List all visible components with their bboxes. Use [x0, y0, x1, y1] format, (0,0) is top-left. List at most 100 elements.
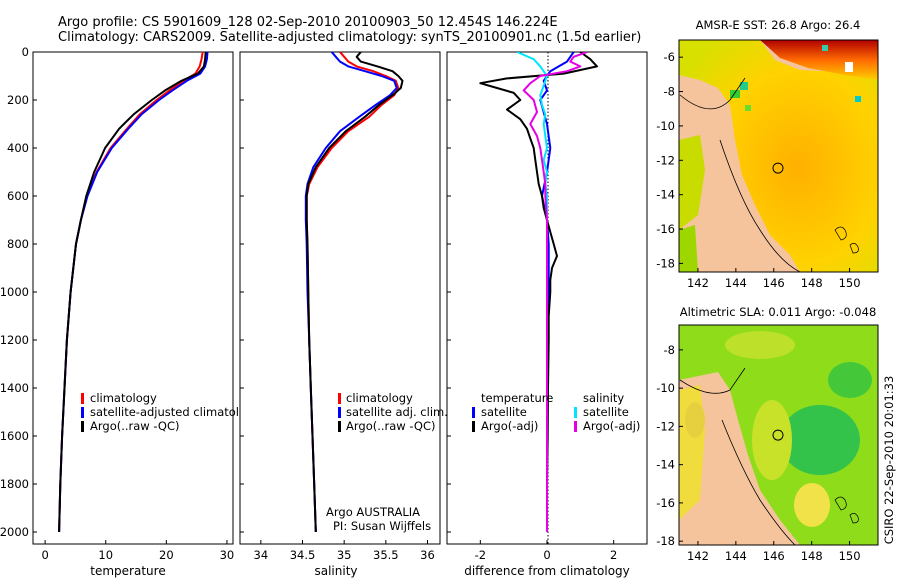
argo-program-label: Argo AUSTRALIA	[326, 505, 420, 519]
y-tick-label: 1400	[0, 381, 29, 395]
map-x-tick-label: 144	[725, 549, 747, 563]
legend-swatch-satellite	[81, 407, 84, 418]
map-x-tick-label: 142	[687, 276, 709, 290]
sst-map-ticks: 142 144 146 148 150 -6 -8 -10 -12 -14 -16 -18	[656, 50, 860, 290]
map-y-tick-label: -10	[656, 381, 675, 395]
x-tick-label: 34.5	[290, 548, 316, 562]
y-tick-label: 200	[7, 93, 29, 107]
map-x-tick-label: 148	[801, 276, 823, 290]
salinity-panel: 34 34.5 35 35.5 36 salinity climatology sate…	[239, 51, 448, 578]
sla-map-ticks: 142 144 146 148 150 -8 -10 -12 -14 -16 -18	[656, 343, 860, 563]
y-tick-label: 1600	[0, 429, 29, 443]
sst-float-position-marker	[772, 162, 784, 174]
temperature-ticks: 0 10 20 30 0 200 400 600 800 1000 1200 1400 1600 1800…	[0, 45, 234, 562]
x-tick-label: 2	[610, 548, 617, 562]
series-line-argo-raw-qc	[305, 52, 404, 533]
legend-swatch-argo	[81, 421, 84, 432]
sla-map-panel: Altimetric SLA: 0.011 Argo: -0.048 142 14…	[656, 305, 879, 563]
x-tick-label: 30	[220, 548, 235, 562]
legend-label-satellite: satellite-adjusted climatology	[90, 405, 260, 419]
x-tick-label: 10	[98, 548, 113, 562]
temperature-panel: 0 10 20 30 0 200 400 600 800 1000 1200 1400 1600 1800…	[0, 45, 260, 578]
legend-label-climatology: climatology	[90, 391, 157, 405]
series-line-argo-raw-qc	[58, 52, 207, 533]
y-tick-label: 1200	[0, 333, 29, 347]
legend-label-climatology: climatology	[346, 391, 413, 405]
sla-low-anomaly	[780, 405, 860, 475]
map-y-tick-label: -16	[656, 496, 675, 510]
series-line-temperature-argo-adj	[479, 52, 598, 532]
sla-reef-outline	[834, 496, 847, 511]
x-tick-label: -2	[475, 548, 486, 562]
credit-timestamp: CSIRO 22-Sep-2010 20:01:33	[882, 376, 896, 545]
map-y-tick-label: -8	[664, 343, 675, 357]
y-tick-label: 1800	[0, 477, 29, 491]
sst-cell-green	[730, 90, 740, 98]
sla-map-field	[679, 325, 878, 545]
legend-heading-temperature: temperature	[481, 391, 553, 405]
y-tick-label: 800	[7, 237, 29, 251]
difference-lines	[479, 52, 598, 532]
sst-gulf-south	[679, 225, 698, 272]
sst-cell-missing	[845, 62, 853, 72]
x-tick-label: 0	[543, 548, 550, 562]
y-tick-label: 1000	[0, 285, 29, 299]
sst-coastline	[679, 77, 746, 110]
x-tick-label: 35.5	[373, 548, 399, 562]
sst-ocean-field	[679, 40, 878, 272]
sst-gulf-field	[679, 135, 705, 230]
map-x-tick-label: 144	[725, 276, 747, 290]
map-x-tick-label: 148	[801, 549, 823, 563]
x-tick-label: 34	[254, 548, 269, 562]
legend-label-temp-argo: Argo(-adj)	[481, 419, 538, 433]
salinity-lines	[304, 52, 404, 533]
sst-reef-outline	[834, 226, 847, 241]
legend-heading-salinity: salinity	[583, 391, 624, 405]
map-y-tick-label: -16	[656, 222, 675, 236]
legend-swatch-temp-argo	[472, 421, 475, 432]
sst-cell-green	[740, 82, 748, 90]
map-y-tick-label: -12	[656, 153, 675, 167]
map-x-tick-label: 142	[687, 549, 709, 563]
sst-map-frame	[678, 39, 879, 273]
legend-label-temp-satellite: satellite	[481, 405, 527, 419]
y-tick-label: 400	[7, 141, 29, 155]
salinity-axes-frame	[239, 51, 441, 545]
x-tick-label: 35	[337, 548, 352, 562]
salinity-ticks: 34 34.5 35 35.5 36	[240, 51, 435, 562]
sst-map-title: AMSR-E SST: 26.8 Argo: 26.4	[696, 18, 861, 32]
difference-ticks: -2 0 2	[447, 51, 617, 562]
legend-label-argo: Argo(..raw -QC)	[346, 419, 436, 433]
legend-swatch-climatology	[338, 393, 341, 404]
map-y-tick-label: -6	[664, 50, 675, 64]
figure-title-line2: Climatology: CARS2009. Satellite-adjuste…	[58, 30, 642, 45]
legend-swatch-satellite	[338, 407, 341, 418]
temperature-lines	[58, 52, 209, 533]
map-x-tick-label: 150	[839, 276, 861, 290]
legend-swatch-temp-satellite	[472, 407, 475, 418]
sst-map-field	[679, 40, 878, 272]
sla-high-anomaly	[752, 400, 792, 480]
figure-title-line1: Argo profile: CS 5901609_128 02-Sep-2010…	[58, 15, 558, 30]
map-y-tick-label: -14	[656, 188, 675, 202]
sla-high-anomaly	[725, 331, 795, 359]
map-y-tick-label: -8	[664, 85, 675, 99]
legend-label-sal-argo: Argo(-adj)	[583, 419, 640, 433]
temperature-axes-frame	[32, 51, 234, 545]
sst-cell-green	[745, 105, 751, 111]
y-tick-label: 2000	[0, 525, 29, 539]
sla-gulf-high	[685, 402, 705, 438]
sst-cell-cyan	[822, 45, 828, 51]
x-tick-label: 20	[159, 548, 174, 562]
difference-legend: temperature satellite Argo(-adj) salinit…	[472, 391, 640, 433]
legend-swatch-sal-argo	[574, 421, 577, 432]
x-tick-label: 36	[420, 548, 435, 562]
sla-reef-outline	[849, 513, 859, 524]
series-line-salinity-argo-adj	[522, 52, 588, 532]
map-x-tick-label: 146	[763, 549, 785, 563]
temperature-xlabel: temperature	[90, 564, 165, 578]
sla-map-title: Altimetric SLA: 0.011 Argo: -0.048	[680, 305, 877, 319]
map-y-tick-label: -18	[656, 256, 675, 270]
legend-label-satellite: satellite adj. clim.	[346, 405, 448, 419]
sla-high-anomaly	[794, 483, 830, 527]
